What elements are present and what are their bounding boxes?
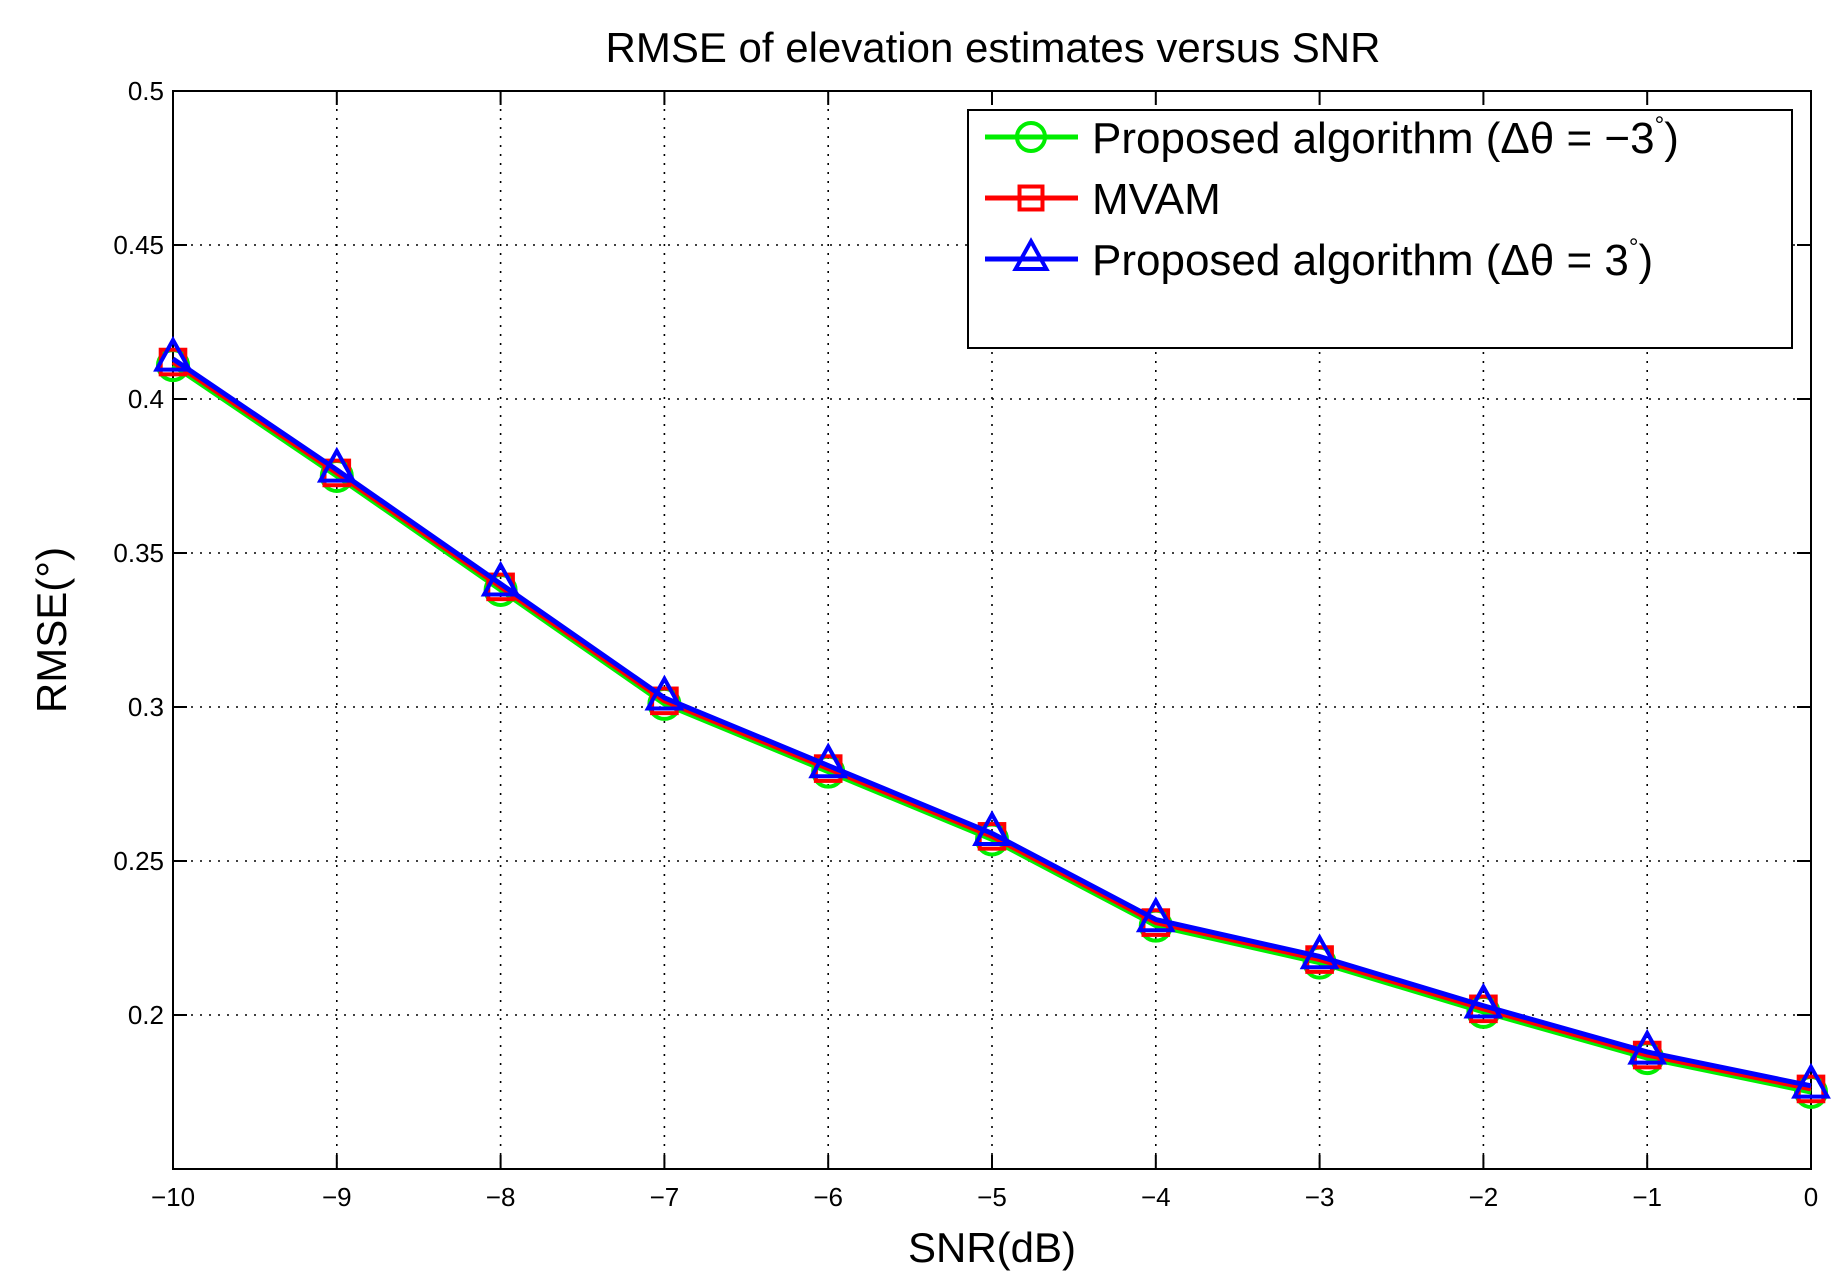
legend-label-tail: ): [1664, 114, 1679, 163]
triangle-marker: [1627, 1028, 1668, 1065]
triangle-marker: [1299, 933, 1340, 970]
legend-entry: Proposed algorithm (Δθ = −3°): [985, 112, 1679, 163]
y-tick-label: 0.3: [128, 692, 164, 722]
triangle-marker: [153, 335, 193, 372]
legend-label-main: Proposed algorithm (Δθ = 3: [1092, 236, 1629, 285]
legend-label-degree: °: [1655, 112, 1665, 139]
series-line: [171, 363, 1812, 1095]
data-series: [153, 335, 1831, 1109]
triangle-marker: [1012, 237, 1050, 272]
y-tick-label: 0.25: [113, 846, 164, 876]
triangle-marker: [808, 742, 849, 779]
legend-label: MVAM: [1092, 175, 1221, 224]
triangle-marker: [1791, 1062, 1831, 1099]
axis-ticks: [172, 90, 1812, 1169]
triangle-marker: [316, 446, 357, 483]
triangle-marker: [480, 560, 521, 597]
x-axis-tick-labels: −10 −9 −8 −7 −6 −5 −4 −3 −2 −1 0: [151, 1182, 1818, 1212]
triangle-marker: [972, 810, 1012, 847]
legend-label: Proposed algorithm (Δθ = −3°): [1092, 112, 1679, 163]
legend-label: Proposed algorithm (Δθ = 3°): [1092, 234, 1653, 285]
x-tick-label: −8: [486, 1182, 516, 1212]
x-tick-label: −5: [977, 1182, 1007, 1212]
legend-label-degree: °: [1629, 234, 1639, 261]
y-tick-label: 0.2: [128, 1000, 164, 1030]
y-tick-label: 0.45: [113, 230, 164, 260]
x-tick-label: 0: [1804, 1182, 1818, 1212]
x-axis-title: SNR(dB): [908, 1224, 1076, 1271]
series-triangle: [153, 335, 1831, 1099]
triangle-marker: [1135, 896, 1176, 933]
series-line: [171, 356, 1812, 1089]
legend-box: [967, 109, 1793, 349]
x-tick-label: −7: [650, 1182, 680, 1212]
x-tick-label: −1: [1632, 1182, 1662, 1212]
y-tick-label: 0.35: [113, 538, 164, 568]
x-tick-label: −4: [1141, 1182, 1171, 1212]
y-tick-label: 0.5: [128, 76, 164, 106]
x-tick-label: −3: [1305, 1182, 1335, 1212]
legend-entry: Proposed algorithm (Δθ = 3°): [985, 234, 1653, 285]
y-axis-title: RMSE(°): [28, 547, 75, 713]
y-tick-label: 0.4: [128, 384, 164, 414]
legend-label-tail: ): [1639, 236, 1654, 285]
x-tick-label: −6: [813, 1182, 843, 1212]
series-line: [171, 359, 1812, 1092]
legend-entry: MVAM: [985, 175, 1221, 224]
x-tick-label: −9: [322, 1182, 352, 1212]
legend: Proposed algorithm (Δθ = −3°)MVAMPropose…: [967, 109, 1793, 349]
triangle-marker: [1463, 982, 1504, 1019]
triangle-marker: [644, 674, 685, 711]
x-tick-label: −10: [151, 1182, 195, 1212]
circle-marker: [1015, 121, 1047, 153]
legend-label-main: Proposed algorithm (Δθ = −3: [1092, 114, 1655, 163]
chart-title: RMSE of elevation estimates versus SNR: [606, 24, 1381, 71]
square-marker: [1017, 184, 1045, 212]
legend-label-main: MVAM: [1092, 175, 1221, 224]
x-tick-label: −2: [1469, 1182, 1499, 1212]
y-axis-tick-labels: 0.2 0.25 0.3 0.35 0.4 0.45 0.5: [113, 76, 164, 1030]
